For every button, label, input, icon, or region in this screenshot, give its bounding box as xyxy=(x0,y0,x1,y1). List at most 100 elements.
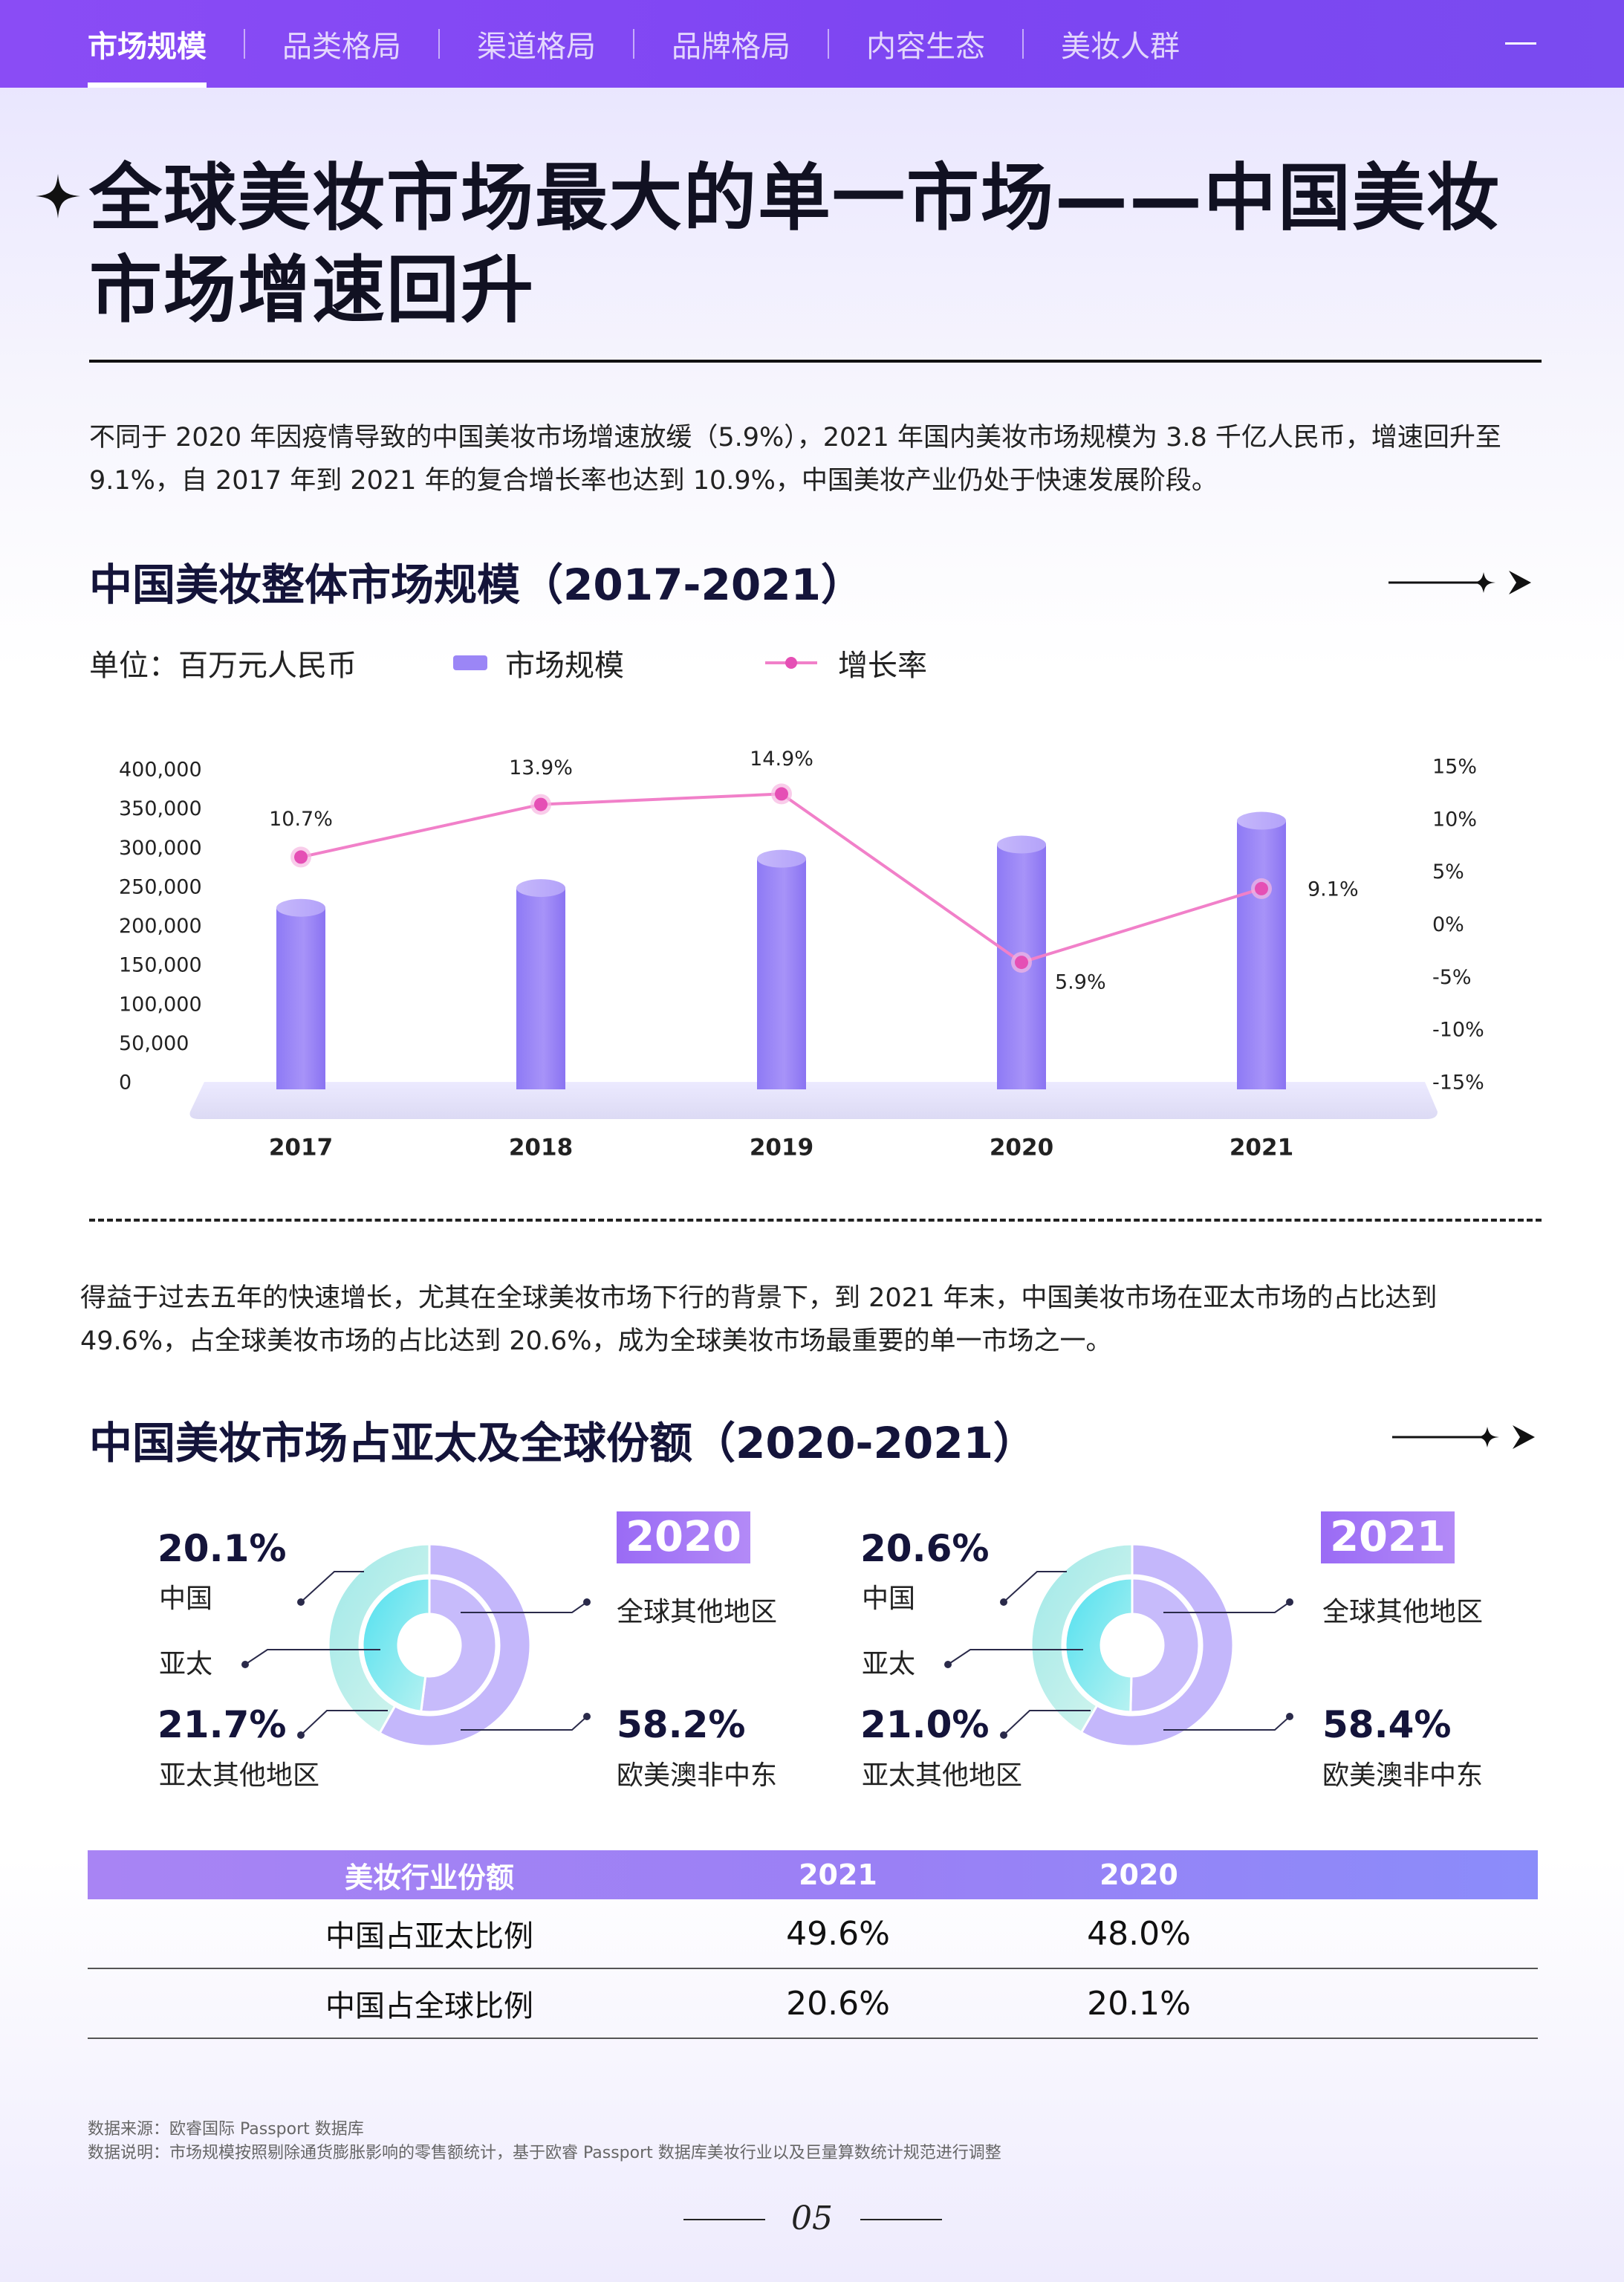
leader-dot xyxy=(1000,1731,1007,1739)
donut-block-2021: 2021 20.6% 中国 亚太 21.0% 亚太其他地区 全球其他地区 58.… xyxy=(703,1494,1483,1806)
outer-ring-segment xyxy=(1079,1543,1235,1748)
table-cell: 中国占亚太比例 xyxy=(325,1919,533,1954)
tab-content[interactable]: 内容生态 xyxy=(866,30,985,64)
explanation-note: 数据说明：市场规模按照剔除通货膨胀影响的零售额统计，基于欧睿 Passport … xyxy=(88,2144,1001,2162)
leader-dot xyxy=(1286,1713,1293,1720)
right-axis-tick: 10% xyxy=(1432,808,1477,831)
tab-audience[interactable]: 美妆人群 xyxy=(1061,30,1180,64)
right-axis-tick: -10% xyxy=(1432,1019,1484,1042)
china-label: 中国 xyxy=(862,1584,916,1614)
china-pct: 20.1% xyxy=(157,1527,287,1570)
nav-tabs: 市场规模 品类格局 渠道格局 品牌格局 内容生态 美妆人群 xyxy=(88,0,1180,88)
growth-data-label: 10.7% xyxy=(269,808,333,831)
source-note: 数据来源：欧睿国际 Passport 数据库 xyxy=(88,2120,364,2139)
bar xyxy=(757,858,806,1089)
legend-market-size: 市场规模 xyxy=(505,649,624,683)
growth-data-label: 14.9% xyxy=(750,748,813,771)
growth-point xyxy=(775,787,788,801)
right-axis-tick: 15% xyxy=(1432,756,1477,779)
growth-point xyxy=(534,797,548,811)
share-table: 美妆行业份额 2021 2020 中国占亚太比例 49.6% 48.0% 中国占… xyxy=(88,1850,1538,2039)
section-title-share: 中国美妆市场占亚太及全球份额（2020-2021） xyxy=(89,1418,1036,1468)
leader-dot xyxy=(1286,1598,1293,1606)
table-header-cell: 2021 xyxy=(799,1858,877,1891)
bar xyxy=(276,907,325,1089)
right-axis-tick: 5% xyxy=(1432,860,1464,884)
leader-dot xyxy=(944,1661,952,1668)
apac-label: 亚太 xyxy=(159,1649,213,1679)
leader-line xyxy=(1003,1571,1067,1603)
table-header: 美妆行业份额 2021 2020 xyxy=(88,1850,1538,1899)
tab-divider xyxy=(1022,29,1024,59)
left-axis-tick: 250,000 xyxy=(119,875,202,898)
top-nav: 市场规模 品类格局 渠道格局 品牌格局 内容生态 美妆人群 xyxy=(0,0,1624,88)
hamburger-icon[interactable] xyxy=(1505,42,1536,45)
bar-cap xyxy=(997,835,1046,854)
right-axis-tick: 0% xyxy=(1432,913,1464,936)
outer-ring-segment xyxy=(377,1543,532,1748)
tab-divider xyxy=(633,29,634,59)
tab-market-size[interactable]: 市场规模 xyxy=(88,0,207,88)
title-line-1: 全球美妆市场最大的单一市场——中国美妆 xyxy=(89,156,1501,241)
apac-other-label: 亚太其他地区 xyxy=(159,1760,320,1791)
outer-ring-segment xyxy=(327,1543,431,1735)
inner-ring-segment xyxy=(1064,1577,1134,1714)
tab-category[interactable]: 品类格局 xyxy=(282,30,401,64)
leader-line xyxy=(947,1649,1083,1665)
table-cell: 20.1% xyxy=(1087,1984,1191,2023)
leader-line xyxy=(1163,1601,1290,1613)
inner-ring-segment xyxy=(361,1577,431,1713)
section-divider-dashed xyxy=(89,1219,1542,1222)
title-line-2: 市场增速回升 xyxy=(89,248,536,333)
growth-point xyxy=(1255,881,1268,895)
inner-ring-segment xyxy=(420,1577,498,1714)
table-row: 中国占全球比例 20.6% 20.1% xyxy=(88,1969,1538,2039)
arrow-sparkle-icon xyxy=(1388,571,1531,594)
tab-channel[interactable]: 渠道格局 xyxy=(477,30,596,64)
bar-cap xyxy=(276,898,325,917)
tab-brand[interactable]: 品牌格局 xyxy=(672,30,790,64)
west-pct: 58.2% xyxy=(617,1703,746,1746)
bar-cap xyxy=(1237,811,1286,830)
leader-line xyxy=(244,1649,380,1665)
arrow-sparkle-icon xyxy=(1392,1425,1535,1449)
left-axis-tick: 300,000 xyxy=(119,837,202,860)
chart-base-platform xyxy=(189,1082,1438,1119)
year-badge: 2020 xyxy=(617,1511,750,1563)
category-label: 2020 xyxy=(990,1135,1053,1161)
page-number-rule xyxy=(683,2219,765,2220)
leader-dot xyxy=(297,1731,305,1739)
legend-bar-swatch xyxy=(453,655,487,670)
growth-point xyxy=(1015,956,1028,970)
growth-data-label: 13.9% xyxy=(509,756,573,779)
right-axis-tick: -15% xyxy=(1432,1072,1484,1095)
left-axis-tick: 200,000 xyxy=(119,915,202,938)
category-label: 2017 xyxy=(269,1135,333,1161)
page-number-rule xyxy=(860,2219,942,2220)
legend-line-swatch xyxy=(765,657,817,669)
leader-line xyxy=(300,1571,364,1603)
table-cell: 20.6% xyxy=(786,1984,890,2023)
category-label: 2018 xyxy=(509,1135,573,1161)
page-number: 05 xyxy=(791,2200,833,2237)
share-paragraph: 得益于过去五年的快速增长，尤其在全球美妆市场下行的背景下，到 2021 年末，中… xyxy=(80,1283,1438,1356)
intro-paragraph: 不同于 2020 年因疫情导致的中国美妆市场增速放缓（5.9%），2021 年国… xyxy=(89,423,1501,496)
table-cell: 48.0% xyxy=(1087,1914,1191,1953)
global-other-label: 全球其他地区 xyxy=(617,1597,778,1627)
table-cell: 中国占全球比例 xyxy=(325,1989,533,2023)
leader-line xyxy=(300,1710,388,1736)
category-label: 2021 xyxy=(1230,1135,1293,1161)
growth-point xyxy=(294,850,308,864)
tab-divider xyxy=(244,29,245,59)
left-axis-tick: 150,000 xyxy=(119,954,202,977)
left-axis-tick: 0 xyxy=(119,1072,131,1095)
apac-label: 亚太 xyxy=(862,1649,916,1679)
leader-dot xyxy=(583,1713,591,1720)
bar-cap xyxy=(516,879,565,898)
unit-label: 单位：百万元人民币 xyxy=(89,649,357,683)
inner-ring-segment xyxy=(1129,1577,1201,1714)
left-axis-tick: 400,000 xyxy=(119,759,202,782)
bar xyxy=(516,888,565,1089)
leader-line xyxy=(1163,1716,1290,1731)
footnotes: 数据来源：欧睿国际 Passport 数据库 数据说明：市场规模按照剔除通货膨胀… xyxy=(88,2118,1001,2165)
